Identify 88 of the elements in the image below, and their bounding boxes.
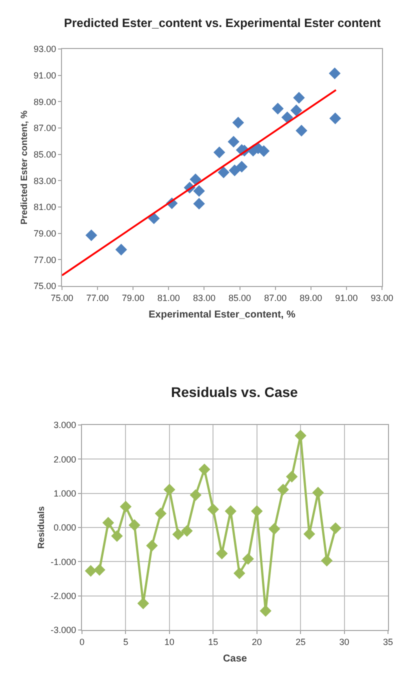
x-tick-label: 81.00 xyxy=(157,292,180,303)
point xyxy=(277,484,289,496)
y-tick-label: 87.00 xyxy=(34,123,56,134)
x-tick-label: 25 xyxy=(296,636,306,647)
point xyxy=(128,519,140,531)
x-tick-label: 83.00 xyxy=(192,292,216,303)
point xyxy=(234,567,246,580)
point xyxy=(224,505,236,517)
point xyxy=(328,68,341,80)
point xyxy=(137,598,150,610)
x-tick-label: 91.00 xyxy=(335,292,358,303)
y-tick-label: 1.000 xyxy=(54,488,76,498)
point xyxy=(272,102,284,114)
y-tick-label: -3.000 xyxy=(50,625,76,636)
point xyxy=(164,484,176,496)
point xyxy=(190,489,202,501)
point xyxy=(329,112,342,124)
point xyxy=(84,565,97,577)
x-tick-label: 10 xyxy=(164,636,174,647)
point xyxy=(320,554,333,566)
y-tick-label: 93.00 xyxy=(34,44,56,54)
point xyxy=(232,116,244,128)
y-tick-label: 85.00 xyxy=(34,149,56,160)
point xyxy=(242,553,254,565)
point xyxy=(154,508,167,520)
y-tick-label: 3.000 xyxy=(54,420,76,430)
point xyxy=(94,564,106,576)
point xyxy=(296,124,308,136)
chart-title: Predicted Ester_content vs. Experimental Ester content xyxy=(64,16,381,30)
point xyxy=(148,212,160,224)
point xyxy=(198,464,210,476)
y-tick-label: 89.00 xyxy=(34,96,56,107)
point xyxy=(294,430,306,442)
point xyxy=(330,522,342,534)
point xyxy=(102,516,114,529)
point xyxy=(218,166,230,178)
point xyxy=(207,504,219,516)
y-tick-label: 2.000 xyxy=(54,454,76,464)
point xyxy=(216,548,228,560)
y-tick-label: 81.00 xyxy=(34,202,56,212)
point xyxy=(228,164,240,176)
point xyxy=(190,174,202,186)
point xyxy=(213,146,226,158)
y-tick-label: 79.00 xyxy=(34,228,56,238)
point xyxy=(293,92,305,104)
point xyxy=(85,229,98,242)
y-tick-label: -2.000 xyxy=(50,590,76,601)
point xyxy=(172,528,184,540)
point xyxy=(268,523,280,535)
point xyxy=(281,111,294,124)
chart-title: Residuals vs. Case xyxy=(171,384,298,400)
x-tick-label: 20 xyxy=(252,636,262,647)
x-axis-title: Experimental Ester_content, % xyxy=(148,309,296,320)
point xyxy=(236,160,248,173)
point xyxy=(193,198,205,210)
point xyxy=(120,500,132,513)
x-tick-label: 0 xyxy=(79,636,85,647)
x-tick-label: 77.00 xyxy=(86,292,109,303)
x-tick-label: 79.00 xyxy=(122,292,144,303)
x-tick-label: 15 xyxy=(208,636,218,647)
x-tick-label: 89.00 xyxy=(300,292,322,303)
point xyxy=(181,525,193,537)
y-axis-title: Predicted Ester content, % xyxy=(19,110,30,225)
point xyxy=(286,470,298,482)
y-tick-label: 91.00 xyxy=(34,70,56,80)
point xyxy=(260,605,272,617)
y-tick-label: 77.00 xyxy=(34,254,56,265)
x-tick-label: 30 xyxy=(339,636,350,647)
point xyxy=(303,528,316,540)
point xyxy=(146,540,158,552)
x-tick-label: 87.00 xyxy=(264,292,287,303)
point xyxy=(193,185,205,197)
point xyxy=(115,244,128,256)
x-tick-label: 5 xyxy=(123,636,128,647)
x-tick-label: 35 xyxy=(382,636,394,647)
point xyxy=(228,136,240,148)
y-tick-label: -1.000 xyxy=(50,556,76,567)
point xyxy=(111,530,123,542)
x-tick-label: 85.00 xyxy=(228,292,252,303)
point xyxy=(290,104,302,116)
y-tick-label: 0.000 xyxy=(54,522,76,533)
x-tick-label: 93.00 xyxy=(370,292,394,303)
point xyxy=(312,486,324,498)
y-axis-title: Residuals xyxy=(36,506,46,549)
y-tick-label: 83.00 xyxy=(34,176,56,186)
x-axis-title: Case xyxy=(223,653,248,664)
point xyxy=(251,505,263,517)
y-tick-label: 75.00 xyxy=(34,281,56,292)
